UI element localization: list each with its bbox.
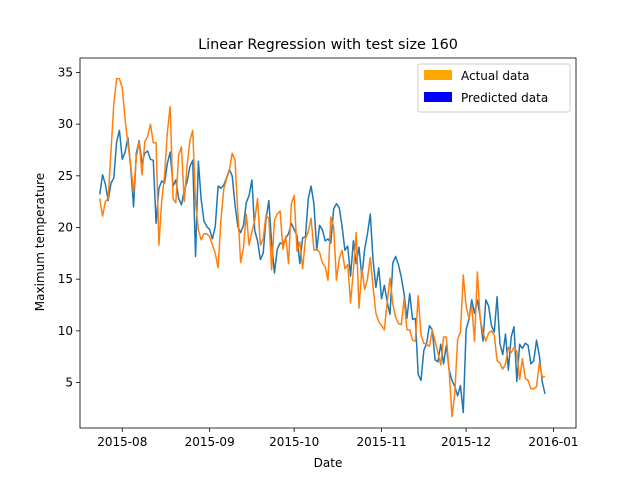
x-tick-label: 2015-10 — [269, 435, 319, 449]
x-axis-ticks: 2015-08 2015-09 2015-10 2015-11 2015-12 2016-… — [97, 428, 579, 449]
series-line-0 — [98, 129, 546, 414]
y-tick-label: 10 — [58, 324, 73, 338]
y-axis-label: Maximum temperature — [33, 173, 47, 311]
x-axis-label: Date — [314, 456, 343, 470]
x-tick-label: 2015-08 — [97, 435, 147, 449]
y-tick-label: 30 — [58, 117, 73, 131]
legend-box — [417, 63, 571, 113]
x-tick-label: 2016-01 — [528, 435, 578, 449]
legend-swatch-actual — [424, 70, 452, 80]
y-tick-label: 35 — [58, 65, 73, 79]
chart-title: Linear Regression with test size 160 — [198, 37, 458, 53]
y-axis-ticks: 5 10 15 20 25 30 35 — [58, 65, 80, 390]
series-line-1 — [98, 77, 546, 418]
y-tick-label: 15 — [58, 272, 73, 286]
y-tick-label: 20 — [58, 220, 73, 234]
legend-label-actual: Actual data — [461, 69, 529, 83]
y-tick-label: 5 — [65, 376, 73, 390]
legend-label-predicted: Predicted data — [461, 91, 548, 105]
legend: Actual data Predicted data — [417, 63, 571, 113]
x-tick-label: 2015-09 — [185, 435, 235, 449]
legend-swatch-predicted — [424, 92, 452, 102]
y-tick-label: 25 — [58, 169, 73, 183]
x-tick-label: 2015-12 — [441, 435, 491, 449]
plot-frame — [79, 57, 577, 429]
series-lines — [98, 77, 546, 418]
x-tick-label: 2015-11 — [356, 435, 406, 449]
